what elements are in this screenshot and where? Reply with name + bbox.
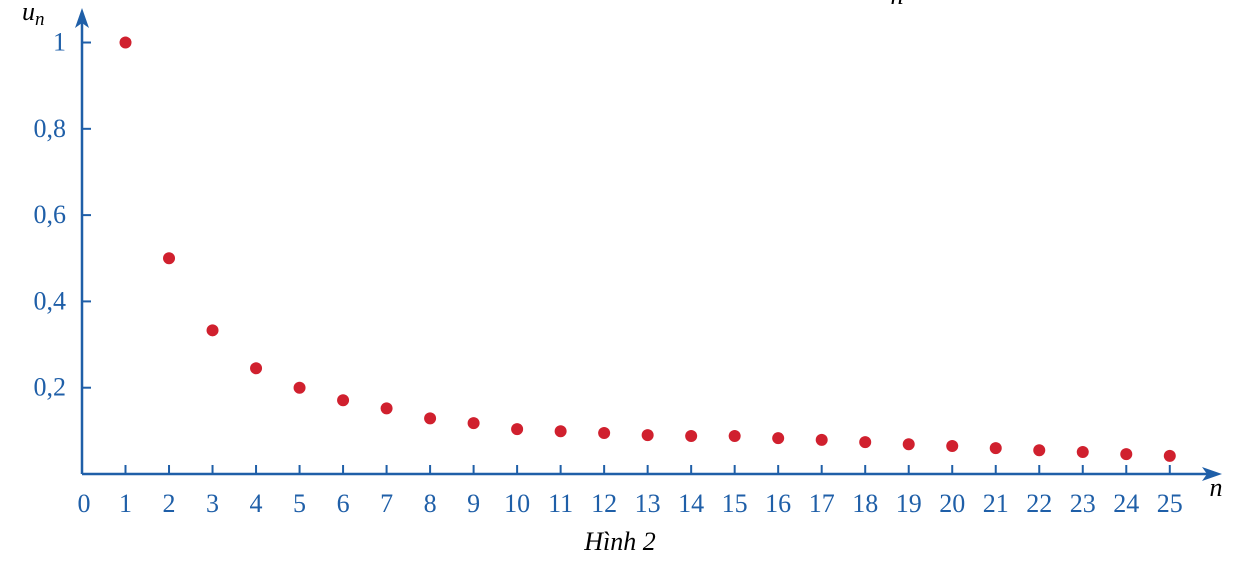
x-tick-label: 6 <box>337 489 350 518</box>
point <box>380 402 393 415</box>
x-tick-label: 12 <box>591 489 617 518</box>
x-tick-label: 0 <box>78 489 91 518</box>
point <box>641 429 654 442</box>
x-tick-label: 7 <box>380 489 393 518</box>
point <box>424 412 437 425</box>
x-tick-label: 8 <box>424 489 437 518</box>
point <box>250 362 263 375</box>
point <box>1033 444 1046 457</box>
x-axis-label: n <box>1210 473 1223 502</box>
x-tick-label: 10 <box>504 489 530 518</box>
x-tick-label: 25 <box>1157 489 1183 518</box>
point <box>1076 445 1089 458</box>
x-tick-label: 3 <box>206 489 219 518</box>
x-tick-label: 14 <box>678 489 704 518</box>
x-tick-label: 11 <box>548 489 573 518</box>
point <box>859 436 872 449</box>
point <box>728 430 741 443</box>
x-tick-label: 15 <box>722 489 748 518</box>
point <box>511 423 524 436</box>
point <box>293 381 306 394</box>
x-tick-label: 1 <box>119 489 132 518</box>
x-tick-label: 18 <box>852 489 878 518</box>
point <box>1163 449 1176 462</box>
point <box>1120 448 1133 461</box>
point <box>598 427 611 440</box>
y-tick-label: 0,2 <box>34 373 67 402</box>
y-tick-label: 0,4 <box>34 286 67 315</box>
y-tick-label: 0,8 <box>34 114 67 143</box>
y-axis-label: un <box>22 0 45 30</box>
point <box>685 430 698 443</box>
point <box>206 324 219 337</box>
formula-fragment: n <box>891 0 904 10</box>
point <box>815 433 828 446</box>
point <box>946 439 959 452</box>
x-tick-label: 22 <box>1026 489 1052 518</box>
x-tick-label: 2 <box>163 489 176 518</box>
x-tick-label: 17 <box>809 489 835 518</box>
x-tick-label: 19 <box>896 489 922 518</box>
y-tick-label: 1 <box>53 27 66 56</box>
point <box>989 442 1002 455</box>
y-label-sub: n <box>35 9 45 30</box>
point <box>119 36 132 49</box>
point <box>772 432 785 445</box>
x-tick-label: 13 <box>635 489 661 518</box>
point <box>467 417 480 430</box>
point <box>554 425 567 438</box>
x-tick-label: 20 <box>939 489 965 518</box>
x-tick-label: 21 <box>983 489 1009 518</box>
y-label-base: u <box>22 0 35 26</box>
caption: Hình 2 <box>583 527 656 556</box>
x-tick-label: 16 <box>765 489 791 518</box>
y-axis-arrow <box>75 8 89 28</box>
point <box>337 394 350 407</box>
x-tick-label: 24 <box>1113 489 1139 518</box>
x-tick-label: 23 <box>1070 489 1096 518</box>
y-tick-label: 0,6 <box>34 200 67 229</box>
x-axis-arrow <box>1202 467 1222 481</box>
x-tick-label: 9 <box>467 489 480 518</box>
point <box>902 438 915 451</box>
x-tick-label: 4 <box>250 489 263 518</box>
x-tick-label: 5 <box>293 489 306 518</box>
point <box>163 252 176 265</box>
